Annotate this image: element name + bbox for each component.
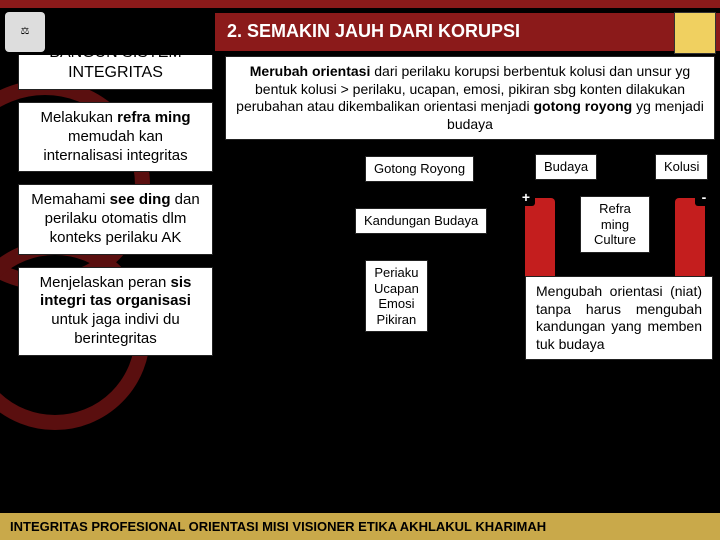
left-box-1: Melakukan refra ming memudah kan interna… (18, 102, 213, 172)
pill-budaya: Budaya (535, 154, 597, 180)
left-box-3: Menjelaskan peran sis integri tas organi… (18, 267, 213, 356)
t: Memahami (31, 191, 109, 208)
pill-kandungan: Kandungan Budaya (355, 208, 487, 234)
right-area: Merubah orientasi dari perilaku korupsi … (225, 56, 715, 378)
mengubah-box: Mengubah orientasi (niat) tanpa harus me… (525, 276, 713, 360)
pill-kolusi: Kolusi (655, 154, 708, 180)
pill-refra: Refra ming Culture (580, 196, 650, 253)
scales-icon: ⚖ (5, 12, 45, 52)
t: untuk jaga indivi du berintegritas (51, 311, 179, 347)
t: see ding (110, 191, 171, 208)
minus-icon: - (695, 188, 713, 206)
title-bar: ⚖ 2. SEMAKIN JAUH DARI KORUPSI (0, 0, 720, 55)
t: refra ming (117, 109, 190, 126)
slide-title: 2. SEMAKIN JAUH DARI KORUPSI (215, 13, 720, 51)
t: Merubah orientasi (250, 63, 371, 79)
t: memudah kan internalisasi integritas (43, 128, 187, 164)
merubah-box: Merubah orientasi dari perilaku korupsi … (225, 56, 715, 140)
left-column: BANGUN SISTEM INTEGRITAS Melakukan refra… (18, 36, 213, 356)
t: Menjelaskan peran (40, 274, 171, 291)
t: gotong royong (533, 98, 632, 114)
plus-icon: + (517, 188, 535, 206)
left-box-2: Memahami see ding dan perilaku otomatis … (18, 184, 213, 254)
footer-bar: INTEGRITAS PROFESIONAL ORIENTASI MISI VI… (0, 513, 720, 540)
logo-icon (674, 12, 716, 54)
pill-gotong: Gotong Royong (365, 156, 474, 182)
pill-periaku: Periaku Ucapan Emosi Pikiran (365, 260, 428, 332)
t: Melakukan (40, 109, 117, 126)
